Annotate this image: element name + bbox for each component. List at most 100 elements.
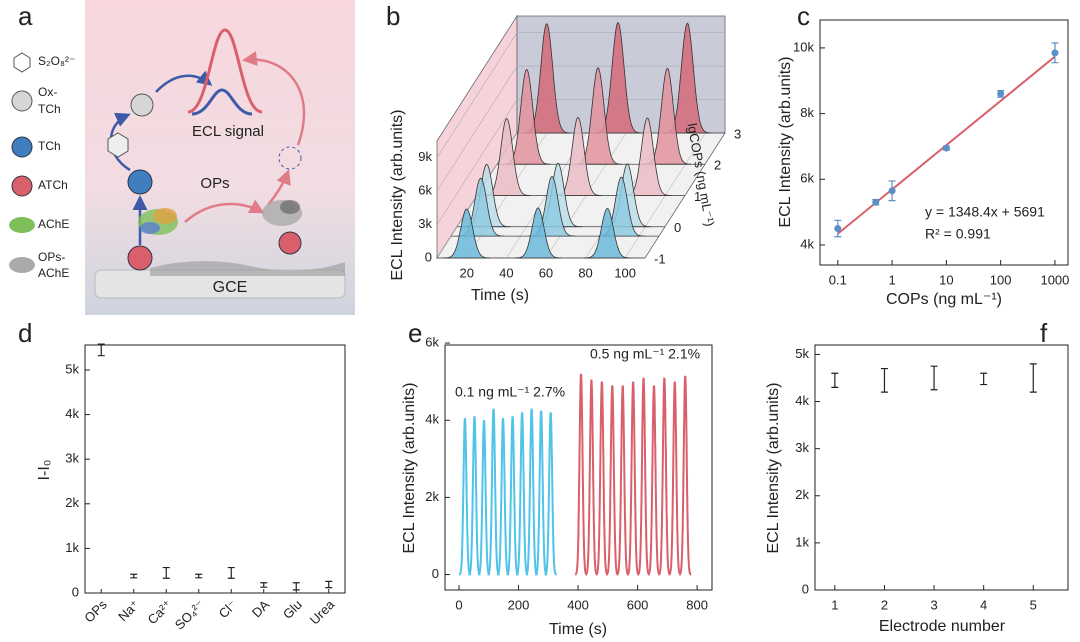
legend-label: AChE — [38, 266, 69, 280]
x-tick-label: 200 — [508, 597, 530, 612]
peak — [458, 418, 472, 576]
peak — [574, 373, 588, 576]
peak — [515, 412, 529, 576]
z-tick-label: 3 — [734, 126, 741, 141]
arrow — [267, 169, 291, 206]
peak — [442, 208, 491, 259]
legend-icon — [11, 90, 33, 112]
grid-line — [436, 32, 725, 158]
legend-icon — [11, 136, 33, 158]
x-tick-label: DA — [249, 597, 273, 621]
data-point — [888, 187, 896, 195]
error-bar — [195, 573, 203, 579]
y-axis-label: ECL Intensity (arb.units) — [389, 109, 406, 280]
x-tick-label: OPs — [81, 597, 110, 626]
ops-ache-icon — [262, 200, 302, 226]
ache-icon — [138, 208, 178, 235]
y-tick-label: 0 — [425, 249, 432, 264]
legend-icon — [11, 175, 33, 197]
panel-label: b — [386, 1, 400, 31]
peak — [678, 375, 692, 576]
peak — [544, 412, 557, 576]
peak — [605, 385, 619, 576]
y-tick-label: 0 — [432, 566, 439, 581]
y-tick-label: 6k — [800, 171, 814, 186]
data-point — [997, 90, 1005, 98]
y-tick-label: 4k — [425, 412, 439, 427]
peak — [525, 408, 539, 576]
electrode-label: GCE — [213, 279, 248, 296]
grid-line — [436, 65, 725, 192]
x-tick-label: Glu — [280, 597, 305, 622]
axes-frame — [814, 344, 1069, 591]
error-bar — [97, 343, 105, 357]
tch-icon — [127, 169, 153, 195]
y-tick-label: 1k — [65, 540, 79, 555]
peak — [647, 385, 661, 576]
data-point — [872, 198, 880, 206]
y-tick-label: 5k — [65, 361, 79, 376]
peak — [657, 377, 671, 576]
x-tick-label: Na⁺ — [115, 597, 142, 624]
z-tick-label: -1 — [654, 251, 666, 266]
x-tick-label: 2 — [881, 597, 888, 612]
y-tick-label: 6k — [418, 183, 432, 198]
peak — [487, 408, 501, 576]
y-tick-label: 4k — [65, 406, 79, 421]
x-tick-label: 100 — [990, 272, 1012, 287]
legend-icon — [13, 52, 31, 73]
error-bar — [831, 372, 839, 389]
panel-label: e — [408, 318, 422, 348]
error-bar — [980, 372, 988, 386]
x-tick-label: 40 — [499, 265, 513, 280]
enzyme-layer — [150, 260, 345, 276]
legend-label: TCh — [38, 102, 61, 116]
y-tick-label: 10k — [793, 39, 814, 54]
panel-label: a — [18, 1, 33, 31]
error-bar — [1029, 363, 1037, 393]
analyte-label: OPs — [200, 175, 229, 192]
signal-peak — [187, 28, 263, 114]
x-tick-label: 1 — [888, 272, 895, 287]
y-tick-label: 2k — [795, 487, 809, 502]
annotation: R² = 0.991 — [925, 226, 991, 242]
x-tick-label: 1000 — [1040, 272, 1069, 287]
z-tick-label: 0 — [674, 220, 681, 235]
panel-label: f — [1040, 318, 1048, 348]
signal-label: ECL signal — [192, 123, 264, 140]
error-bar — [292, 582, 300, 591]
x-tick-label: 4 — [980, 597, 987, 612]
atch-icon — [278, 231, 302, 255]
x-tick-label: 0.1 — [829, 272, 847, 287]
annotation: 0.5 ng mL⁻¹ 2.1% — [590, 346, 700, 362]
error-bar — [880, 367, 888, 393]
annotation: y = 1348.4x + 5691 — [925, 204, 1045, 220]
released-icon — [278, 146, 302, 170]
error-bar — [260, 582, 268, 588]
x-tick-label: 100 — [614, 265, 636, 280]
legend-label: Ox- — [38, 85, 57, 99]
legend-icon — [9, 257, 35, 273]
x-tick-label: 400 — [567, 597, 589, 612]
y-tick-label: 3k — [65, 451, 79, 466]
x-tick-label: SO₄²⁻ — [172, 597, 208, 633]
legend-label: S₂O₈²⁻ — [38, 54, 75, 68]
x-tick-label: 800 — [686, 597, 708, 612]
y-tick-label: 2k — [425, 489, 439, 504]
peak — [514, 207, 562, 259]
peak — [626, 381, 640, 576]
x-axis-label: Electrode number — [879, 618, 1006, 635]
legend-label: ATCh — [38, 178, 68, 192]
x-axis-label: Time (s) — [549, 621, 607, 638]
axes-frame — [819, 19, 1069, 266]
x-tick-label: 600 — [627, 597, 649, 612]
x-tick-label: 1 — [831, 597, 838, 612]
y-tick-label: 3k — [418, 216, 432, 231]
z-tick-label: 2 — [714, 158, 721, 173]
peak — [616, 385, 630, 576]
error-bar — [162, 566, 170, 579]
legend-label: AChE — [38, 217, 69, 231]
y-axis-label: ECL Intensity (arb.units) — [765, 382, 782, 553]
x-tick-label: 80 — [578, 265, 592, 280]
